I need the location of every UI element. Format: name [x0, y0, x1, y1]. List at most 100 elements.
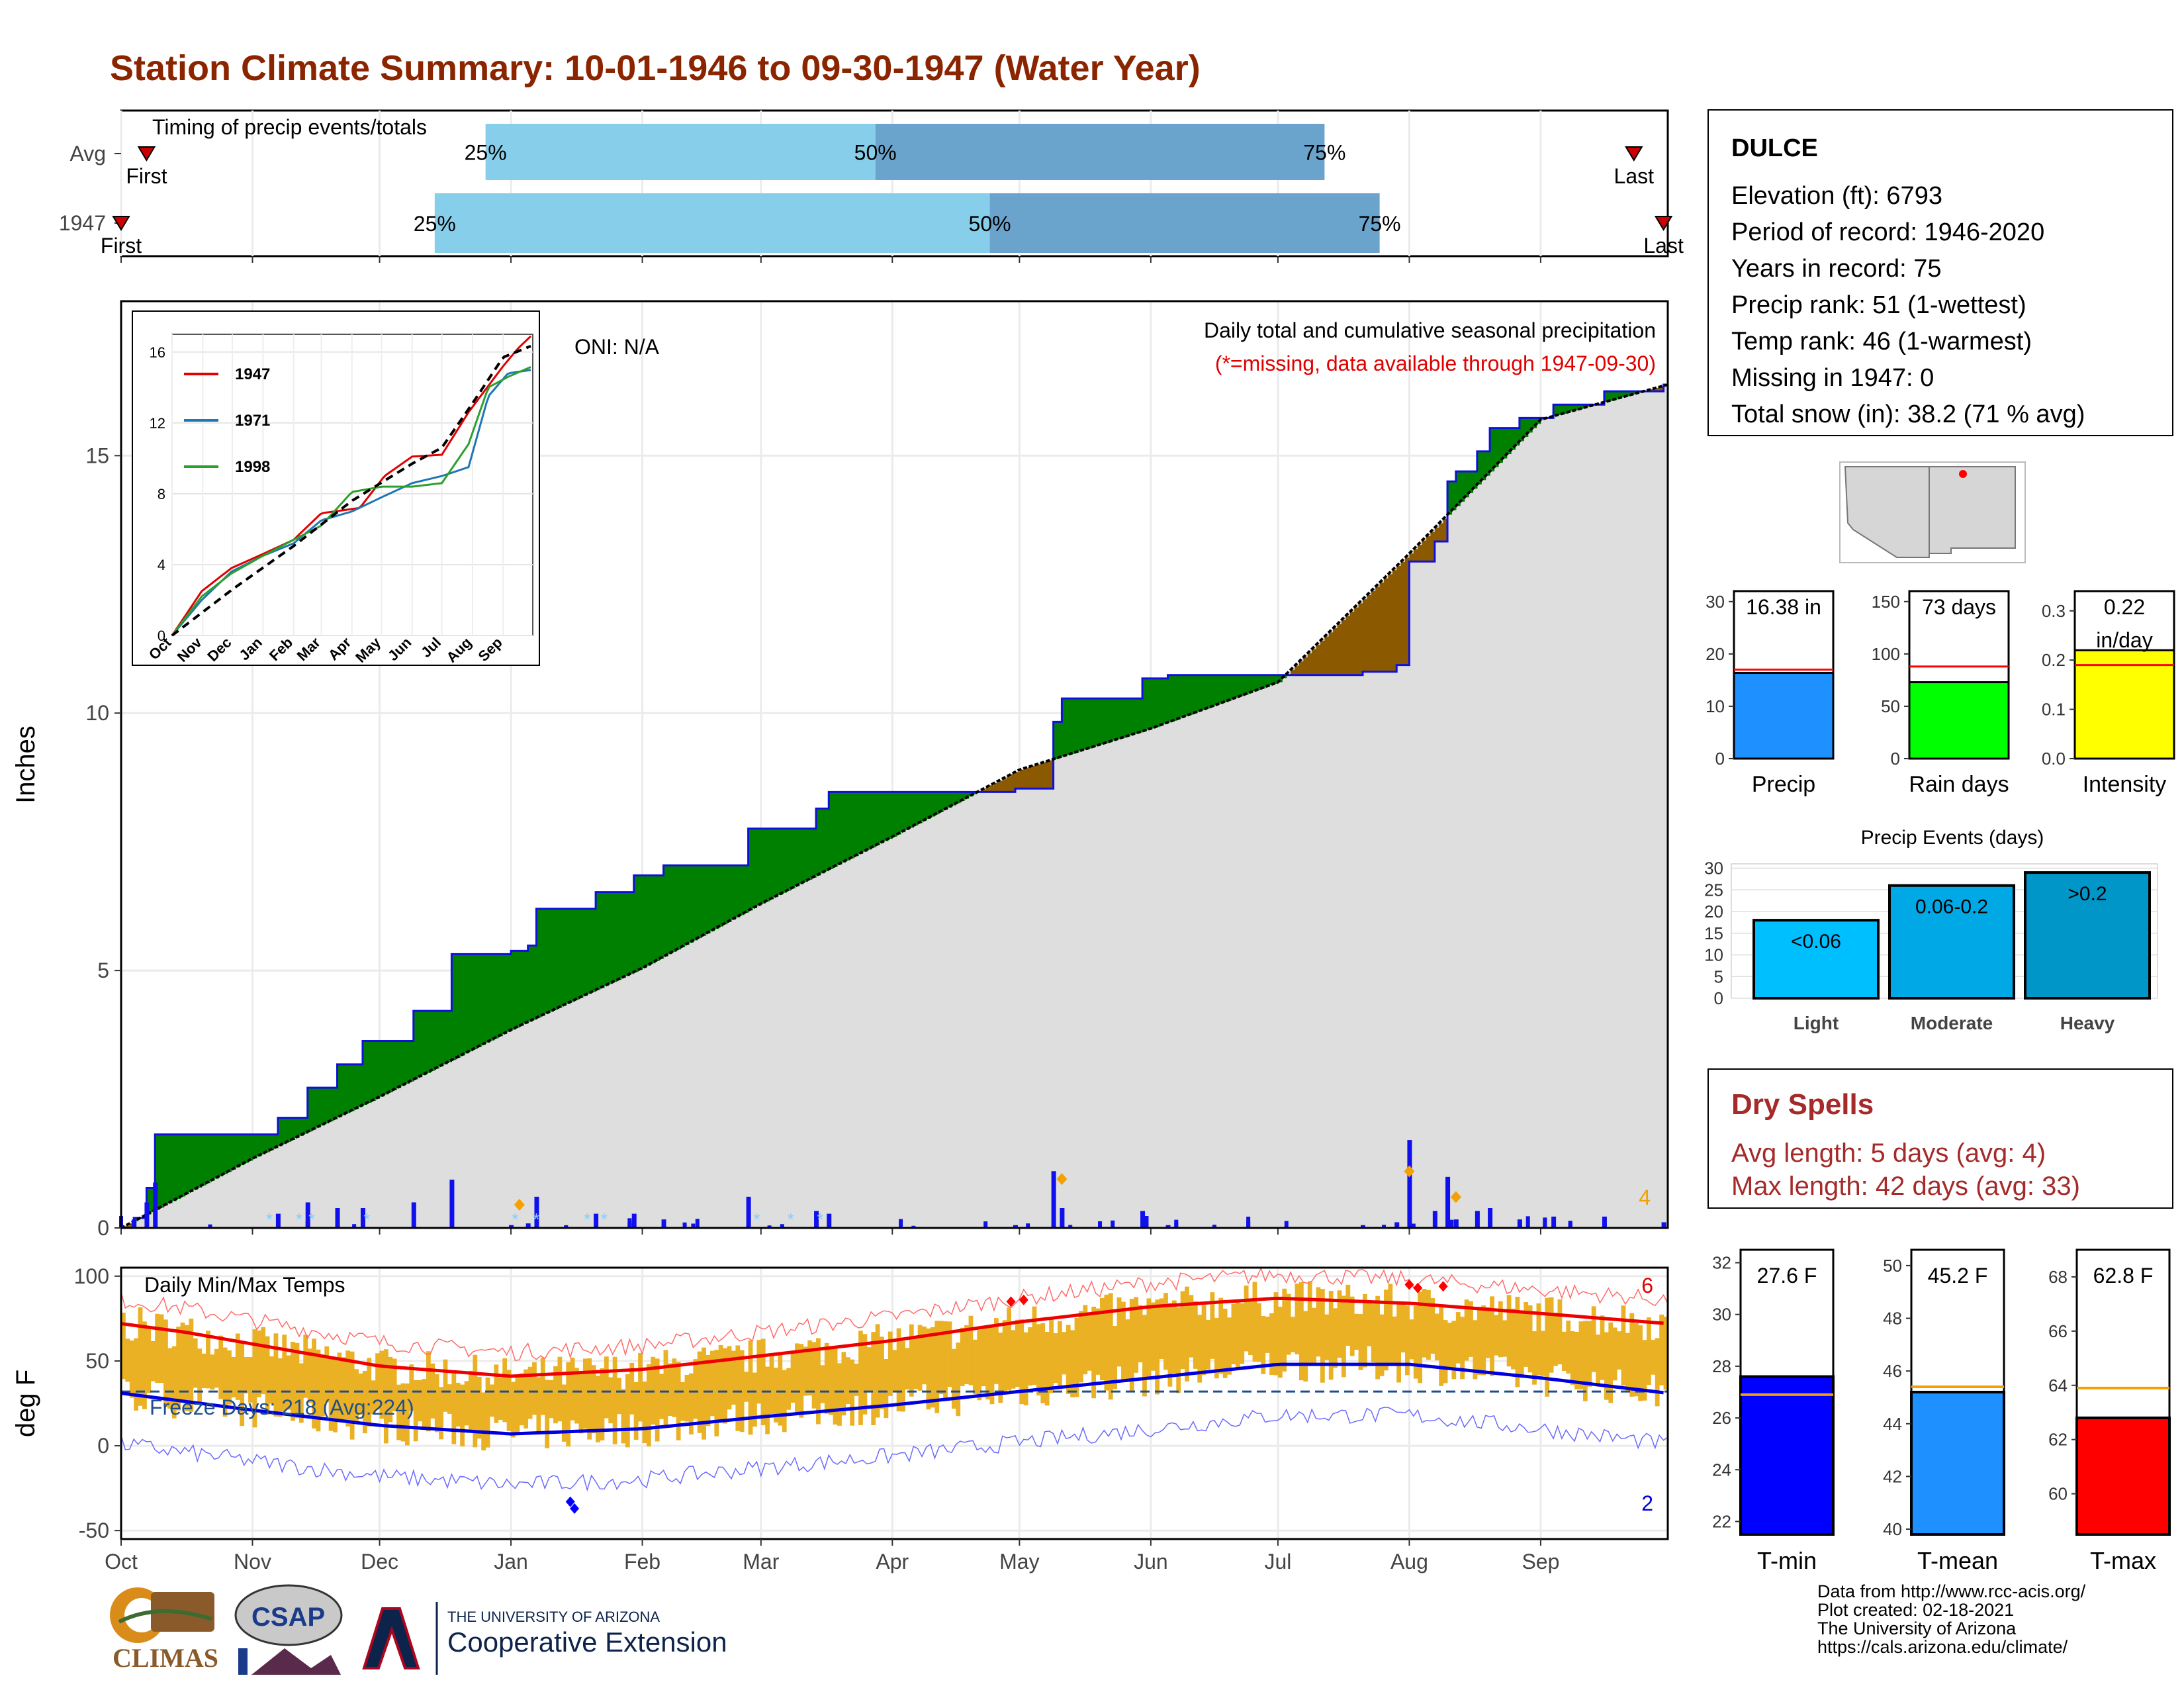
above-average-area: [841, 792, 846, 863]
above-average-area: [354, 1064, 359, 1109]
daily-temp-range-bar: [731, 1350, 736, 1405]
above-average-area: [460, 954, 465, 1056]
daily-precip-bar: [1361, 1225, 1366, 1228]
above-average-area: [1053, 722, 1058, 759]
daily-temp-range-bar: [887, 1331, 893, 1396]
above-average-area: [1473, 471, 1478, 489]
university-of-arizona-logo: THE UNIVERSITY OF ARIZONA Cooperative Ex…: [362, 1602, 727, 1675]
above-average-area: [1277, 675, 1283, 682]
daily-temp-range-bar: [604, 1356, 609, 1419]
daily-precip-bar: [352, 1224, 357, 1228]
above-average-area: [494, 954, 499, 1039]
daily-precip-bar: [1165, 1225, 1171, 1228]
events-ytick-label: 15: [1704, 923, 1723, 943]
station-missing: Missing in 1947: 0: [1731, 364, 1934, 392]
month-tick-label: Oct: [105, 1550, 138, 1573]
timing-row-avg: Avg: [69, 142, 106, 165]
timing-p50-label: 50%: [969, 212, 1011, 236]
above-average-area: [1058, 722, 1063, 758]
above-average-area: [646, 875, 651, 966]
above-average-area: [604, 892, 609, 986]
daily-temp-range-bar: [218, 1335, 224, 1399]
daily-temp-range-bar: [1163, 1293, 1168, 1370]
above-average-area: [396, 1041, 402, 1088]
daily-temp-range-bar: [930, 1327, 935, 1408]
daily-temp-range-bar: [1002, 1320, 1007, 1391]
daily-temp-range-bar: [404, 1383, 410, 1446]
daily-temp-range-bar: [413, 1380, 418, 1442]
daily-temp-range-bar: [1655, 1338, 1660, 1407]
summary-ytick-label: 0.2: [2042, 650, 2066, 670]
daily-temp-range-bar: [570, 1357, 575, 1421]
daily-temp-range-bar: [1091, 1306, 1097, 1399]
daily-temp-range-bar: [1049, 1319, 1054, 1393]
daily-temp-range-bar: [1265, 1316, 1270, 1353]
above-average-area: [1604, 391, 1609, 402]
daily-temp-range-bar: [875, 1324, 880, 1418]
above-average-area: [748, 828, 753, 911]
below-average-area: [1019, 769, 1024, 789]
daily-temp-range-bar: [938, 1321, 944, 1395]
daily-temp-range-bar: [922, 1326, 927, 1385]
ua-logo-big-text: Cooperative Extension: [447, 1626, 727, 1658]
above-average-area: [455, 954, 461, 1058]
above-average-area: [240, 1134, 245, 1166]
daily-temp-range-bar: [396, 1384, 401, 1440]
above-average-area: [1506, 428, 1512, 455]
daily-temp-range-bar: [1413, 1305, 1418, 1379]
daily-precip-bar: [746, 1196, 751, 1228]
above-average-area: [769, 828, 774, 900]
daily-temp-range-bar: [748, 1340, 753, 1435]
above-average-area: [574, 908, 580, 1000]
below-average-area: [1345, 616, 1351, 675]
above-average-area: [663, 865, 668, 957]
daily-temp-range-bar: [545, 1380, 550, 1448]
inset-legend-label: 1947: [235, 365, 270, 383]
timing-p75-label: 75%: [1359, 212, 1401, 236]
climas-logo: CLIMAS: [110, 1587, 218, 1673]
below-average-area: [1002, 778, 1007, 792]
daily-temp-range-bar: [1129, 1299, 1134, 1392]
above-average-area: [1134, 698, 1139, 734]
precip-event-bar-light: [1752, 919, 1880, 1000]
above-average-area: [1066, 698, 1071, 755]
below-average-area: [1434, 527, 1439, 542]
summary-ytick-label: 0.0: [2042, 749, 2066, 769]
above-average-area: [739, 865, 745, 915]
daily-temp-range-bar: [1193, 1301, 1198, 1369]
average-min-temp-line: [120, 1362, 1664, 1436]
above-average-area: [972, 792, 978, 794]
csap-logo: CSAP: [234, 1584, 343, 1675]
daily-temp-range-bar: [1032, 1306, 1037, 1385]
daily-temp-range-bar: [1519, 1312, 1524, 1378]
above-average-area: [532, 945, 537, 1020]
above-average-area: [702, 865, 707, 936]
daily-precip-bar: [509, 1225, 514, 1228]
daily-precip-bar: [1013, 1225, 1018, 1228]
below-average-area: [1044, 761, 1050, 789]
daily-temp-range-bar: [1646, 1317, 1651, 1385]
precip-ytick-label: 15: [85, 444, 109, 467]
daily-temp-range-bar: [312, 1338, 316, 1429]
daily-temp-range-bar: [1176, 1307, 1181, 1393]
above-average-area: [1469, 471, 1474, 493]
above-average-area: [621, 892, 626, 978]
above-average-area: [866, 792, 872, 850]
above-average-area: [1197, 675, 1203, 712]
summary-ytick-label: 10: [1706, 696, 1725, 716]
daily-temp-range-bar: [985, 1326, 990, 1400]
oni-label: ONI: N/A: [574, 335, 660, 359]
station-period: Period of record: 1946-2020: [1731, 218, 2045, 246]
above-average-area: [667, 865, 672, 955]
above-average-area: [1129, 698, 1134, 735]
daily-temp-range-bar: [134, 1338, 139, 1411]
below-average-area: [1384, 578, 1389, 672]
daily-precip-bar: [1411, 1223, 1416, 1228]
summary-ytick-label: 0: [1715, 749, 1725, 769]
above-average-area: [1625, 391, 1630, 397]
daily-precip-bar: [1475, 1211, 1480, 1228]
above-average-area: [490, 954, 495, 1041]
station-years: Years in record: 75: [1731, 255, 1942, 283]
above-average-area: [782, 828, 787, 893]
daily-temp-range-bar: [655, 1358, 660, 1442]
